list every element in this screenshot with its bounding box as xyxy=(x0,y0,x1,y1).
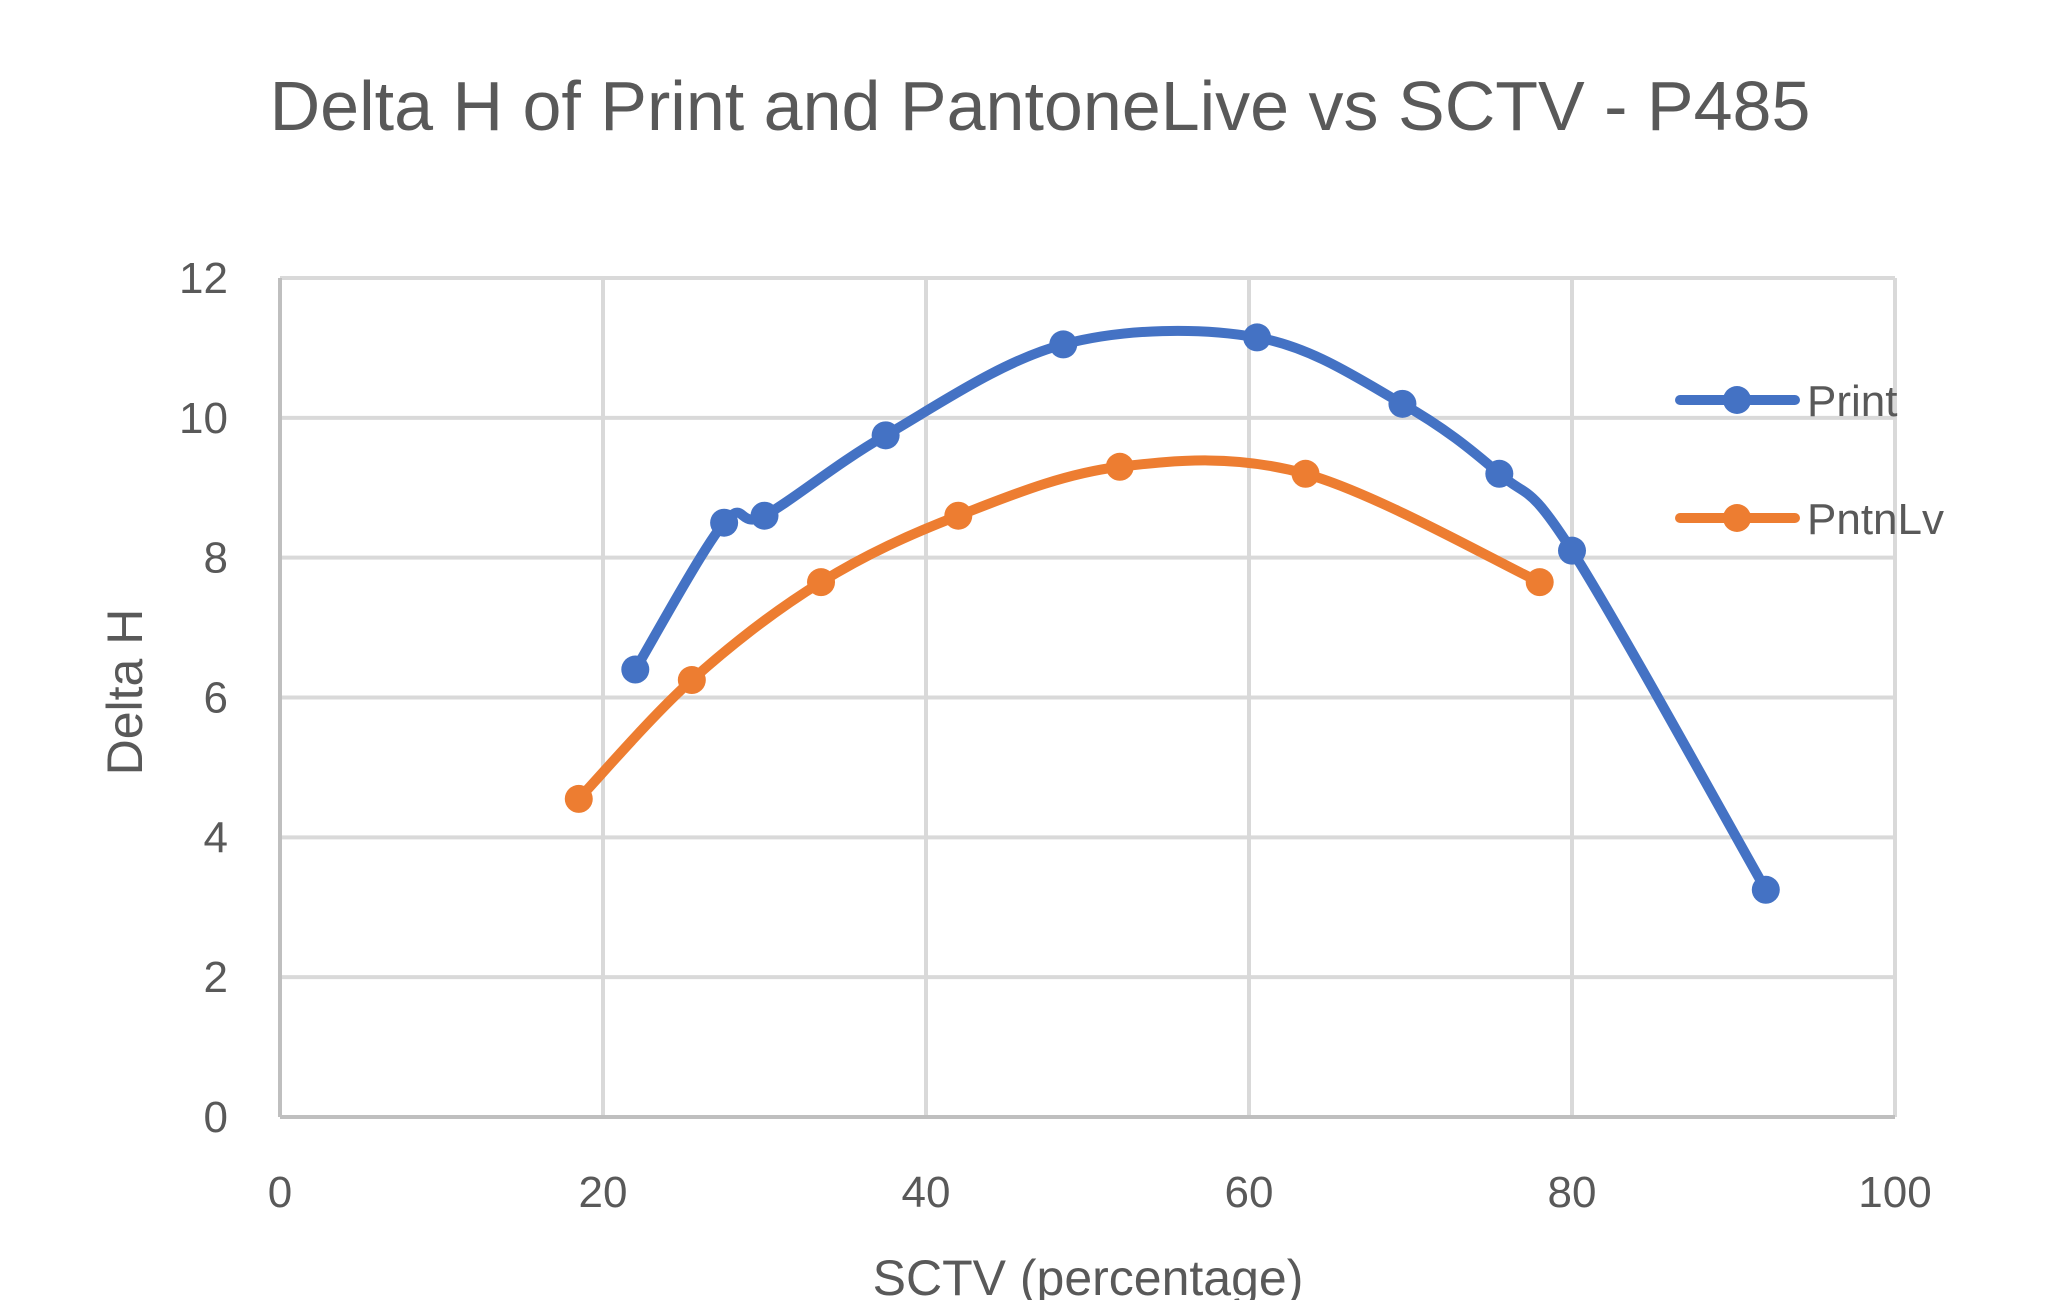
y-tick-label: 8 xyxy=(204,534,228,583)
data-point xyxy=(1525,568,1554,597)
data-point xyxy=(807,568,836,597)
data-point xyxy=(677,666,706,695)
y-tick-label: 10 xyxy=(179,394,228,443)
legend-item-print: Print xyxy=(1675,377,1897,426)
legend-item-pntnlv: PntnLv xyxy=(1675,495,1944,544)
data-point xyxy=(621,655,650,684)
x-axis-title: SCTV (percentage) xyxy=(873,1250,1304,1300)
y-tick-label: 6 xyxy=(204,674,228,723)
y-tick-label: 12 xyxy=(179,254,228,303)
x-tick-label: 100 xyxy=(1858,1168,1931,1217)
x-tick-label: 20 xyxy=(579,1168,628,1217)
data-point xyxy=(1388,389,1417,418)
data-point xyxy=(710,508,739,537)
chart-title: Delta H of Print and PantoneLive vs SCTV… xyxy=(270,67,1811,145)
y-tick-label: 0 xyxy=(204,1093,228,1142)
series-group xyxy=(564,323,1780,904)
gridlines xyxy=(280,276,1897,1117)
x-tick-label: 40 xyxy=(902,1168,951,1217)
data-point xyxy=(1558,536,1586,565)
x-tick-label: 60 xyxy=(1225,1168,1274,1217)
legend: Print PntnLv xyxy=(1675,377,1944,544)
data-point xyxy=(750,501,779,530)
x-tick-label: 0 xyxy=(268,1168,292,1217)
y-tick-label: 2 xyxy=(204,953,228,1002)
y-axis-title: Delta H xyxy=(97,609,153,776)
data-point xyxy=(1485,459,1514,488)
legend-swatch-marker xyxy=(1723,504,1751,532)
x-tick-label: 80 xyxy=(1548,1168,1597,1217)
data-point xyxy=(1243,323,1272,352)
y-tick-label: 4 xyxy=(204,813,228,862)
series-pntnlv xyxy=(564,452,1554,813)
tick-labels: 0 2 4 6 8 10 12 0 20 40 60 80 100 xyxy=(179,254,1932,1217)
series-print xyxy=(621,323,1780,904)
data-point xyxy=(1751,875,1780,904)
data-point xyxy=(1291,459,1320,488)
data-point xyxy=(564,784,593,813)
legend-label: PntnLv xyxy=(1807,495,1944,544)
data-point xyxy=(1105,452,1134,481)
data-point xyxy=(944,501,973,530)
axes xyxy=(278,278,1895,1119)
legend-swatch-marker xyxy=(1723,386,1751,414)
data-point xyxy=(1049,330,1078,359)
data-point xyxy=(871,421,900,450)
legend-label: Print xyxy=(1807,377,1897,426)
